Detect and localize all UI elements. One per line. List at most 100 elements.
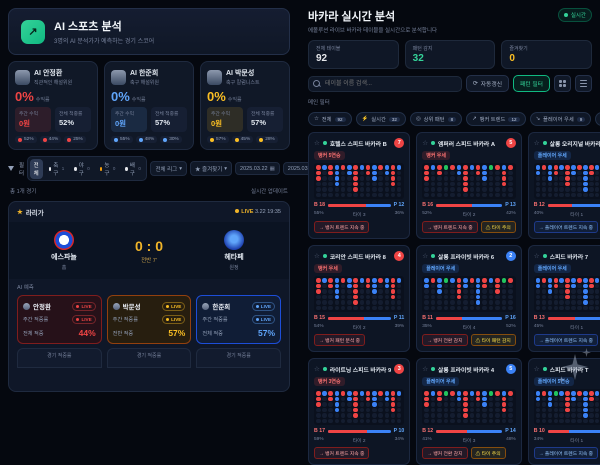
home-team-name: 에스파뇰 [51,254,77,261]
banker-pct: 40% [533,211,544,216]
main-filter-label: 메인 필터 [308,100,330,106]
chevron-down-icon: ▾ [179,165,182,172]
sport-accuracy-chip: 28% [256,136,278,143]
tie-warning-note: ⚠ 타이 주의 [480,221,516,233]
chip-icon: ↘ [535,116,541,122]
ai-predictions-label: AI 예측 [17,285,34,291]
bp-ratio-bar [327,203,391,207]
segment-sport-button[interactable]: 축구 1 [45,159,69,179]
favorite-star-icon[interactable]: ☆ [533,140,540,147]
player-pct: 48% [506,437,516,442]
bead-road [533,276,600,312]
bp-ratio-bar [436,203,503,207]
trophy-icon: ★ [17,209,23,216]
baccarat-filter-chip[interactable]: ○최근 본0 [595,112,600,126]
grid-icon [559,80,566,87]
pred-row1-label: 주간 적중률 [112,317,138,323]
favorite-star-icon[interactable]: ☆ [533,253,540,260]
favorite-star-icon[interactable]: ☆ [422,140,429,147]
date-from-value: 2025.03.22 [240,165,268,172]
baccarat-table-card[interactable]: ☆ 스피드 바카라 T 2 플레이어 5연승 B 10 P 18 34% 타이 … [527,358,600,465]
bp-ratio-bar [547,203,600,207]
table-title: 살롱 프라이빗 바카라 4 [438,367,495,374]
trend-note: → 플레이어 트렌드 지속 중 [533,447,599,459]
prediction-card[interactable]: 안정환 LIVE 주간 적중률 LIVE 전체 적중 44% [17,295,102,344]
baccarat-filter-chip[interactable]: ↘ 플레이어 우세 9 [529,112,592,126]
bp-ratio-bar [436,429,503,433]
pred-row1-value: LIVE [162,315,186,324]
signal-icon [542,141,547,145]
sport-accuracy-chip: 57% [207,136,229,143]
banker-pct: 41% [422,437,432,442]
tie-count: 타이 4 [462,326,476,331]
trend-note: → 뱅커 전환 감지 [422,447,468,459]
live-dot-icon [563,13,568,17]
bp-ratio-bar [327,316,391,320]
pattern-filter-button[interactable]: 패턴 필터 [513,75,550,92]
banker-count: B 18 [314,202,325,208]
baccarat-table-card[interactable]: ☆ 살롱 프라이빗 바카라 6 2 플레이어 우세 B 11 P 16 35% … [416,245,522,352]
league-dropdown-label: 전체 리그 [155,166,178,173]
favorite-star-icon[interactable]: ☆ [314,366,320,373]
segment-sport-button[interactable]: 배구 0 [121,159,145,179]
favorite-star-icon[interactable]: ☆ [314,140,320,147]
sport-accuracy-chip: 25% [64,136,86,143]
date-from-picker[interactable]: 2025.03.22 ▦ [235,162,280,175]
trend-chart-icon: ↗ [21,19,45,44]
favorite-star-icon[interactable]: ☆ [422,366,429,373]
segment-sport-button[interactable]: 야구 0 [70,159,94,179]
tie-count: 타이 2 [352,326,366,331]
trend-note: → 뱅커 트렌드 지속 중 [422,221,478,233]
baccarat-filter-chip[interactable]: ☆ 전체 92 [308,112,352,126]
baccarat-table-card[interactable]: ☆ 살롱 프라이빗 바카라 4 5 플레이어 우세 B 12 P 14 41% … [416,358,522,465]
sport-accuracy-chip: 48% [135,136,158,143]
baccarat-filter-chip[interactable]: ↗ 뱅커 트렌드 12 [466,112,526,126]
baccarat-table-card[interactable]: ☆ 코리안 스피드 바카라 8 4 뱅커 우세 B 15 P 11 54% 타이… [308,245,411,352]
prediction-card[interactable]: 박문성 LIVE 주간 적중률 LIVE 전반 적중 57% [106,295,192,344]
player-pct: 52% [506,324,516,329]
favorites-dropdown[interactable]: ★ 즐겨찾기 ▾ [189,161,233,176]
trend-note: → 뱅커 패턴 분석 중 [314,334,366,346]
baccarat-table-card[interactable]: ☆ 살롱 오리지널 바카라 C 3 플레이어 우세 B 12 P 17 40% … [527,132,600,239]
favorite-star-icon[interactable]: ☆ [422,253,429,260]
list-view-button[interactable] [575,75,592,92]
baccarat-header: 바카라 실시간 분석 에볼루션 라이브 바카라 테이블을 실시간으로 분석합니다… [308,8,592,34]
baccarat-table-card[interactable]: ☆ 라이트닝 스피드 바카라 9 3 뱅커 3연승 B 17 P 10 59% … [308,358,411,465]
weekly-profit-box: 주간 수익 0원 [207,107,243,132]
analyst-card[interactable]: AI 박문성 축구 칼럼니스트 0% 수익률 주간 수익 0원 전체 적중률 57% … [200,61,290,150]
baccarat-filter-chip[interactable]: ⚡ 실시간 32 [355,112,406,126]
table-search-input[interactable] [308,75,462,92]
sport-accuracy-chip: 44% [39,136,62,143]
prediction-card[interactable]: 한준희 LIVE 주간 적중률 LIVE 전체 적중 57% [196,295,282,344]
baccarat-table-card[interactable]: ☆ 엠퍼러 스피드 바카라 A 5 뱅커 우세 B 16 P 13 52% 타이… [416,132,522,239]
calendar-icon: ▦ [269,165,275,172]
segment-sport-button[interactable]: 농구 0 [96,159,120,179]
league-dropdown[interactable]: 전체 리그 ▾ [150,161,187,176]
analyst-card[interactable]: AI 한준희 축구 해설위원 0% 수익률 주간 수익 0원 전체 적중률 57% 5… [104,61,194,150]
grid-view-button[interactable] [554,75,571,92]
bead-road [533,389,600,425]
signal-icon [431,367,436,371]
analyst-card[interactable]: AI 안정환 직관적인 해설위원 0% 수익률 주간 수익 0원 전체 적중률 52%… [8,61,98,150]
baccarat-table-card[interactable]: ☆ 스피드 바카라 7 6 플레이어 우세 B 13 P 15 45% 타이 1… [527,245,600,352]
tie-warning-note: ⚠ 타이 주의 [470,447,506,459]
baccarat-stat-box: 전체 테이블 92 [308,40,399,69]
trend-note: → 뱅커 전환 감지 [422,334,468,346]
sport-ball-icon [125,166,128,171]
baccarat-filter-chip[interactable]: ◎ 상위 패턴 8 [409,112,463,126]
pred-row2-value: 44% [78,328,96,338]
favorite-star-icon[interactable]: ☆ [533,366,540,373]
sports-filter-bar: 필터 전체 축구 1 야구 0 농구 0 배구 0 전체 리그 ▾ ★ 즐겨찾기 ▾ 2… [8,156,328,181]
analyst-avatar [111,69,126,85]
tie-count: 타이 1 [570,326,584,331]
auto-refresh-button[interactable]: ⟳ 자동갱신 [465,75,510,92]
banker-count: B 17 [314,428,325,434]
baccarat-table-card[interactable]: ☆ 호텔스 스피드 바카라 B 7 뱅커 5연승 B 18 P 12 55% 타… [308,132,411,239]
sports-panel: ↗ AI 스포츠 분석 3명의 AI 분석가가 예측하는 경기 스코어 AI 안… [0,0,328,400]
banker-pct: 52% [422,211,432,216]
segment-all-button[interactable]: 전체 [29,158,43,179]
favorite-star-icon[interactable]: ☆ [314,253,320,260]
signal-icon [431,141,436,145]
table-badge: 5 [505,138,516,148]
match-card[interactable]: ★ 라리가 LIVE 3.22 19:35 에스파뇰 홈 0 : 0 전반 7'… [8,201,290,392]
